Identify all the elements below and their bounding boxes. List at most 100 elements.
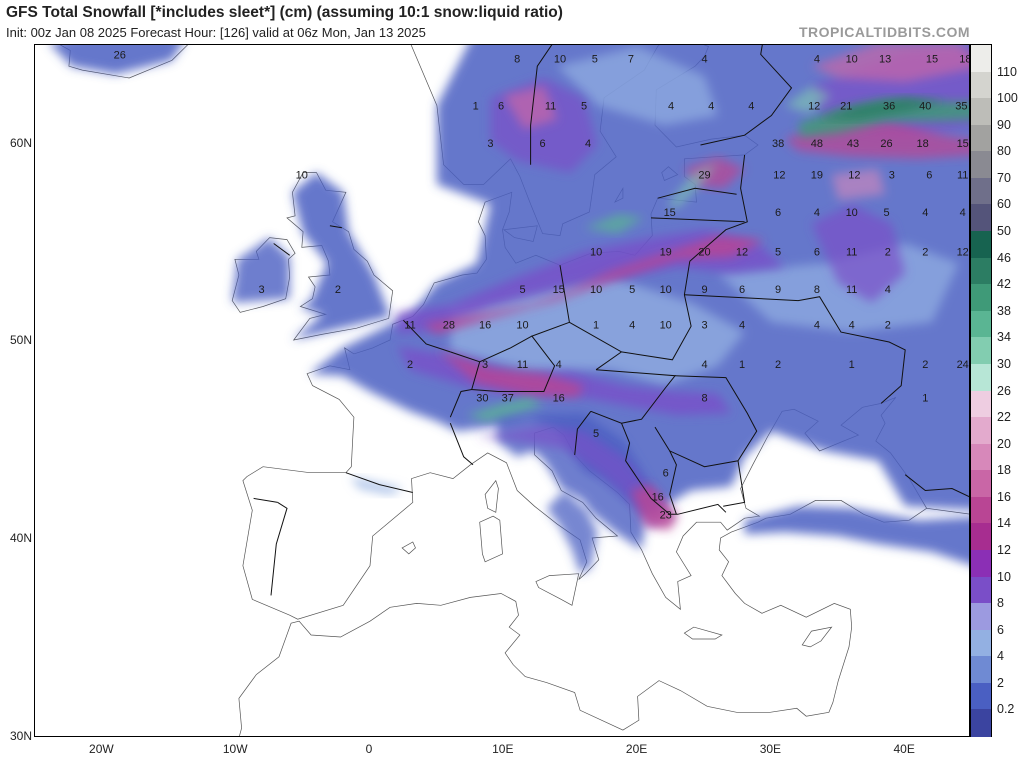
- snowfall-value: 11: [957, 170, 968, 182]
- island: [535, 573, 580, 606]
- snowfall-value: 5: [519, 284, 525, 296]
- snowfall-value: 21: [840, 101, 852, 113]
- border-line: [449, 389, 472, 418]
- snow-area: [292, 172, 391, 340]
- legend-swatch: [971, 231, 991, 259]
- snow-area: [466, 397, 544, 422]
- lon-label: 40E: [893, 742, 915, 756]
- snowfall-value: 5: [593, 428, 599, 440]
- border-line: [590, 369, 677, 424]
- legend-swatch: [971, 523, 991, 551]
- lon-label: 20E: [625, 742, 648, 756]
- snowfall-value: 4: [556, 359, 562, 371]
- legend-swatch: [971, 284, 991, 312]
- snowfall-value: 4: [885, 284, 891, 296]
- snowfall-value: 10: [660, 319, 672, 331]
- snow-area: [811, 204, 906, 303]
- border-line: [684, 294, 906, 404]
- snowfall-value: 1: [849, 359, 855, 371]
- snow-area: [436, 349, 585, 398]
- border-line: [650, 217, 745, 223]
- lat-label: 30N: [9, 729, 32, 743]
- snowfall-value: 4: [814, 53, 820, 65]
- snowfall-value: 4: [701, 53, 707, 65]
- legend-label: 22: [997, 410, 1011, 425]
- lat-label: 40N: [9, 531, 32, 545]
- legend-swatch: [971, 470, 991, 498]
- lon-label: 10W: [222, 742, 248, 756]
- snowfall-value: 6: [775, 207, 781, 219]
- border-line: [654, 375, 758, 468]
- legend-label: 8: [997, 596, 1004, 611]
- border-line: [569, 261, 692, 361]
- legend-swatch: [971, 310, 991, 338]
- legend-label: 2: [997, 675, 1004, 690]
- country-borders: [253, 45, 969, 596]
- snowfall-value: 5: [883, 207, 889, 219]
- border-line: [700, 45, 793, 146]
- snow-area: [584, 213, 645, 234]
- border-line: [479, 335, 533, 363]
- border-line: [595, 351, 622, 371]
- legend-swatch: [971, 363, 991, 392]
- snow-area: [503, 85, 558, 130]
- legend-label: 70: [997, 170, 1011, 185]
- legend-swatch: [971, 177, 991, 206]
- snow-area: [831, 168, 886, 201]
- snow-area: [51, 45, 182, 75]
- snowfall-value: 30: [476, 392, 488, 404]
- legend-label: 38: [997, 303, 1011, 318]
- legend-label: 60: [997, 197, 1011, 212]
- lon-label: 0: [365, 742, 373, 756]
- legend-label: 46: [997, 250, 1011, 265]
- snowfall-map[interactable]: 26 8 10 5 7 4 4 10 13 15 18 1 6 11 5 4 4 4 12 21 36 40 35 3 6 4 38…: [34, 44, 970, 737]
- snowfall-value: 2: [335, 284, 341, 296]
- snowfall-value: 19: [660, 246, 672, 258]
- snowfall-value: 15: [664, 207, 676, 219]
- snowfall-value: 3: [482, 359, 488, 371]
- border-line: [689, 154, 748, 262]
- legend-swatch: [971, 98, 991, 126]
- snowfall-value: 12: [736, 246, 748, 258]
- border-line: [904, 474, 969, 498]
- map-canvas: 26 8 10 5 7 4 4 10 13 15 181 6 11 5 4 4 4 12 21 36 40 353 6 4 38…: [51, 45, 970, 736]
- legend-swatch: [971, 709, 991, 737]
- legend-label: 50: [997, 224, 1011, 239]
- border-line: [621, 423, 727, 515]
- map-title: GFS Total Snowfall [*includes sleet*] (c…: [6, 4, 563, 21]
- legend-swatch: [971, 682, 991, 711]
- snowfall-value: 4: [668, 101, 674, 113]
- snowfall-value: 6: [739, 284, 745, 296]
- border-line: [657, 187, 737, 199]
- island: [683, 626, 723, 640]
- snowfall-value: 4: [849, 319, 855, 331]
- legend-label: 4: [997, 649, 1004, 664]
- snowfall-value: 12: [848, 170, 860, 182]
- snowfall-value: 4: [585, 138, 591, 150]
- snowfall-value: 10: [516, 319, 528, 331]
- snowfall-value: 2: [775, 359, 781, 371]
- snowfall-value: 18: [959, 53, 970, 65]
- snow-area: [349, 476, 404, 495]
- snowfall-value: 10: [846, 53, 858, 65]
- legend-swatch: [971, 124, 991, 152]
- snowfall-value-labels: 26 8 10 5 7 4 4 10 13 15 181 6 11 5 4 4 4 12 21 36 40 353 6 4 38…: [114, 49, 970, 521]
- snow-area: [309, 45, 969, 515]
- legend-swatch: [971, 417, 991, 445]
- snowfall-value: 20: [698, 246, 710, 258]
- snowfall-value: 6: [540, 138, 546, 150]
- island: [401, 541, 416, 555]
- snowfall-value: 3: [259, 284, 265, 296]
- forecast-info: Init: 00z Jan 08 2025 Forecast Hour: [12…: [6, 25, 426, 40]
- snow-area: [630, 484, 678, 531]
- snowfall-value: 6: [498, 101, 504, 113]
- snowfall-value: 11: [404, 319, 415, 331]
- legend-swatch: [971, 656, 991, 684]
- snowfall-value: 7: [628, 53, 634, 65]
- legend-label: 42: [997, 277, 1011, 292]
- border-line: [253, 497, 278, 503]
- snowfall-value: 10: [590, 246, 602, 258]
- snow-area: [811, 45, 969, 82]
- border-line: [345, 472, 413, 493]
- snowfall-value: 4: [748, 101, 754, 113]
